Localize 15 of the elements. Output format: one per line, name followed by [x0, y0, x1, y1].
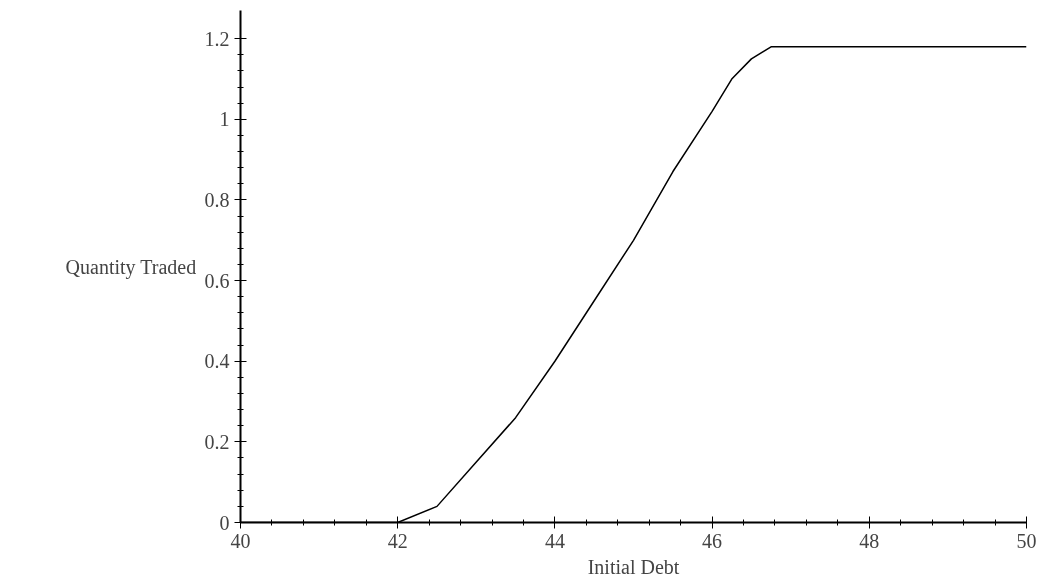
y-tick-label: 0.6 — [204, 269, 230, 292]
y-tick-label: 0.8 — [204, 188, 230, 211]
x-axis-title: Initial Debt — [587, 555, 680, 578]
y-tick-label: 0.4 — [204, 350, 230, 373]
y-axis-title: Quantity Traded — [65, 255, 197, 279]
y-tick-label: 1 — [219, 108, 230, 131]
x-tick-label: 48 — [859, 529, 880, 552]
x-tick-label: 40 — [230, 529, 251, 552]
y-tick-label: 0.2 — [204, 430, 230, 453]
x-tick-label: 46 — [702, 529, 723, 552]
y-tick-label: 1.2 — [204, 27, 230, 50]
y-tick-label: 0 — [219, 511, 230, 534]
x-tick-label: 42 — [387, 529, 408, 552]
x-tick-label: 50 — [1016, 529, 1037, 552]
x-tick-label: 44 — [544, 529, 565, 552]
